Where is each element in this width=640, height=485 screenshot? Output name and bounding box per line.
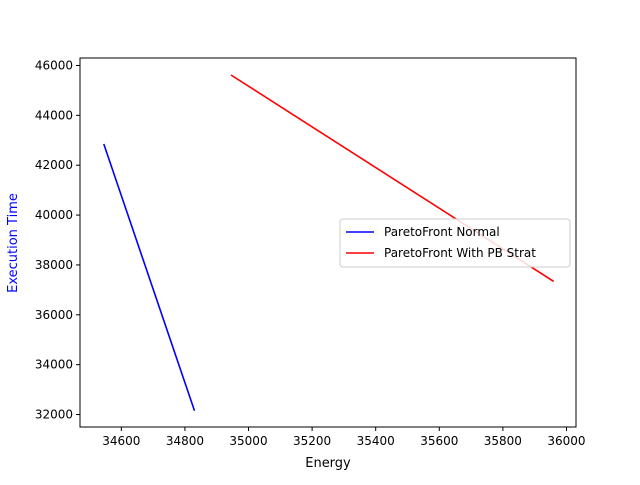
- x-tick-label: 34600: [102, 434, 140, 448]
- y-axis-label: Execution Time: [6, 193, 21, 293]
- legend-label-1: ParetoFront Normal: [384, 225, 500, 239]
- x-tick-label: 35800: [484, 434, 522, 448]
- x-tick-label: 35400: [357, 434, 395, 448]
- y-axis-ticks: 32000 34000 36000 38000 40000 42000 44000 46000: [35, 58, 80, 422]
- y-tick-label: 36000: [35, 308, 73, 322]
- x-axis-label: Energy: [305, 456, 351, 471]
- x-axis-ticks: 34600 34800 35000 35200 35400 35600 35800 36000: [102, 427, 586, 448]
- y-tick-label: 38000: [35, 258, 73, 272]
- x-tick-label: 35000: [229, 434, 267, 448]
- x-tick-label: 36000: [547, 434, 585, 448]
- y-tick-label: 40000: [35, 208, 73, 222]
- y-tick-label: 34000: [35, 358, 73, 372]
- y-tick-label: 42000: [35, 158, 73, 172]
- x-tick-label: 34800: [166, 434, 204, 448]
- legend-box: [339, 218, 571, 268]
- x-tick-label: 35600: [420, 434, 458, 448]
- y-tick-label: 46000: [35, 58, 73, 72]
- series-line-1: [103, 143, 196, 412]
- legend-label-2: ParetoFront With PB Strat: [384, 246, 536, 260]
- axes-frame: [79, 57, 577, 428]
- legend: ParetoFront Normal ParetoFront With PB St…: [339, 218, 571, 268]
- y-tick-label: 32000: [35, 408, 73, 422]
- x-tick-label: 35200: [293, 434, 331, 448]
- y-tick-label: 44000: [35, 108, 73, 122]
